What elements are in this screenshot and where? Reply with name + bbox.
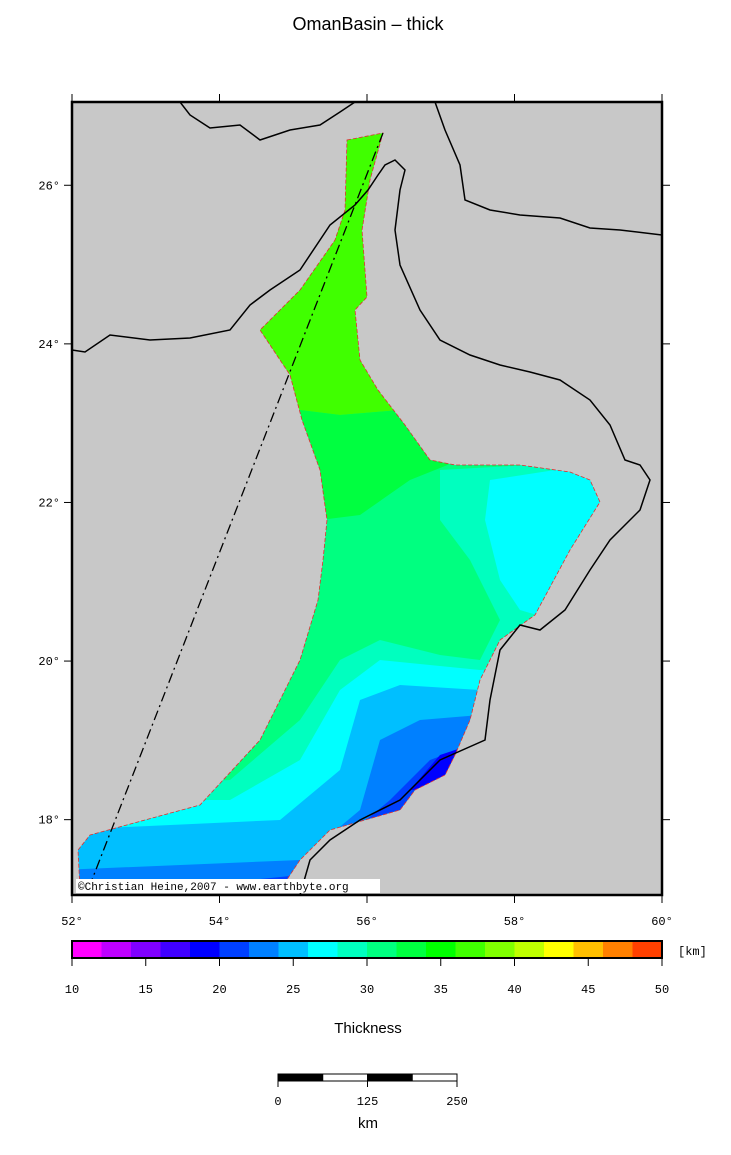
colorbar-label: Thickness <box>334 1020 402 1037</box>
colorbar-swatch <box>219 941 250 958</box>
scalebar-segment <box>322 1073 368 1082</box>
y-tick-label: 18° <box>38 814 60 828</box>
colorbar-swatch <box>72 941 102 958</box>
profile-line <box>87 132 384 891</box>
scalebar-tick-label: 125 <box>357 1095 379 1109</box>
basin-outline <box>77 132 601 891</box>
colorbar-swatch <box>544 941 574 958</box>
colorbar-swatch <box>308 941 338 958</box>
colorbar-tick-label: 40 <box>507 983 521 997</box>
x-tick-label: 60° <box>651 915 673 929</box>
colorbar-swatch <box>514 941 545 958</box>
colorbar-swatch <box>101 941 132 958</box>
colorbar-tick-label: 35 <box>434 983 448 997</box>
colorbar-swatch <box>337 941 368 958</box>
scalebar-segment <box>277 1073 324 1082</box>
x-tick-label: 58° <box>504 915 526 929</box>
colorbar-swatch <box>603 941 633 958</box>
colorbar-unit: [km] <box>678 945 707 959</box>
colorbar-swatch <box>278 941 309 958</box>
scalebar-tick-label: 0 <box>274 1095 281 1109</box>
y-tick-label: 24° <box>38 338 60 352</box>
scalebar-segment <box>367 1073 413 1082</box>
y-tick-label: 20° <box>38 655 60 669</box>
scalebar-segment <box>411 1073 458 1082</box>
colorbar-tick-label: 10 <box>65 983 79 997</box>
credit-background <box>76 879 380 893</box>
y-tick-label: 22° <box>38 496 60 510</box>
colorbar-tick-label: 45 <box>581 983 595 997</box>
colorbar-swatch <box>573 941 604 958</box>
colorbar-swatch <box>485 941 515 958</box>
colorbar-tick-label: 30 <box>360 983 374 997</box>
colorbar-swatch <box>426 941 456 958</box>
colorbar-tick-label: 25 <box>286 983 300 997</box>
scalebar-unit: km <box>358 1115 378 1132</box>
x-tick-label: 56° <box>356 915 378 929</box>
colorbar-swatch <box>160 941 191 958</box>
y-tick-label: 26° <box>38 179 60 193</box>
colorbar-tick-label: 20 <box>212 983 226 997</box>
colorbar-swatch <box>190 941 220 958</box>
colorbar-swatch <box>455 941 486 958</box>
colorbar-swatch <box>632 941 663 958</box>
coastlines <box>72 102 662 895</box>
colorbar-swatch <box>396 941 427 958</box>
x-tick-label: 52° <box>61 915 83 929</box>
colorbar-swatch <box>131 941 161 958</box>
colorbar-swatch <box>249 941 279 958</box>
title: OmanBasin – thick <box>292 14 444 34</box>
credit: ©Christian Heine,2007 - www.earthbyte.or… <box>78 882 349 894</box>
colorbar-swatch <box>367 941 397 958</box>
colorbar-tick-label: 50 <box>655 983 669 997</box>
scalebar-tick-label: 250 <box>446 1095 468 1109</box>
x-tick-label: 54° <box>209 915 231 929</box>
colorbar-tick-label: 15 <box>139 983 153 997</box>
